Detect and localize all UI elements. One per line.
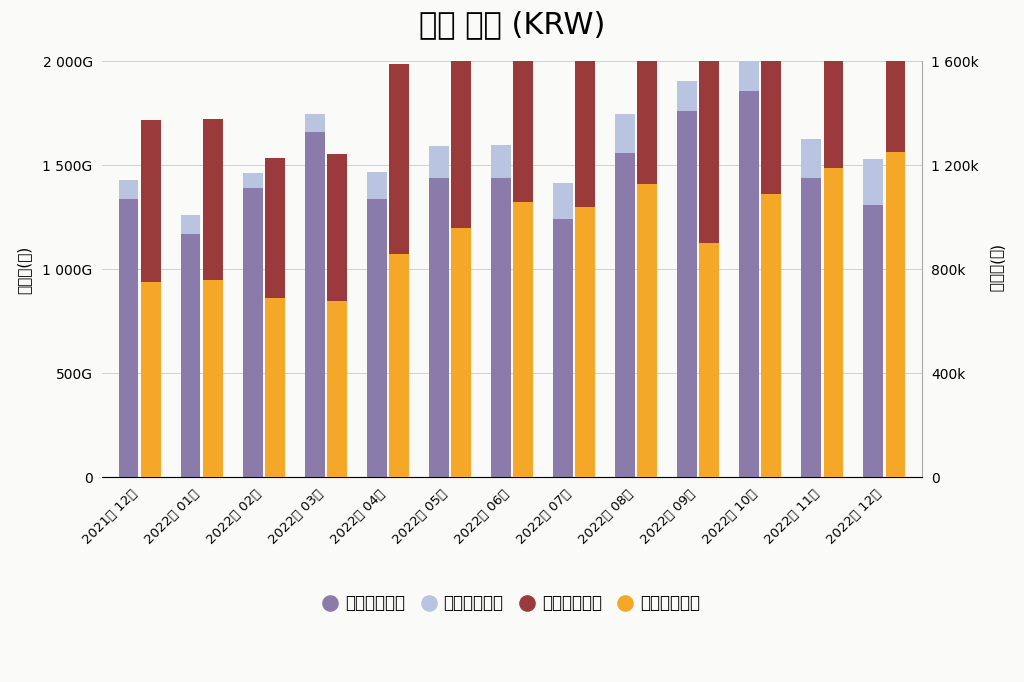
Bar (823, 168, 844, 477)
Bar (801, 178, 821, 477)
Bar (637, 0, 657, 183)
Bar (265, 298, 285, 477)
Bar (305, 115, 325, 132)
Bar (886, 152, 905, 477)
Bar (367, 172, 387, 198)
Bar (243, 173, 262, 188)
Bar (452, 228, 471, 477)
Bar (243, 188, 262, 477)
Bar (327, 301, 347, 477)
Bar (305, 132, 325, 477)
Bar (762, 0, 781, 194)
Bar (513, 202, 534, 477)
Y-axis label: 매출액(원): 매출액(원) (16, 246, 32, 293)
Bar (615, 153, 635, 477)
Legend: 외국인매출액, 내국인매출액, 외국인인원수, 내국인인원수: 외국인매출액, 내국인매출액, 외국인인원수, 내국인인원수 (317, 587, 707, 619)
Bar (389, 64, 409, 254)
Bar (265, 158, 285, 298)
Bar (490, 145, 511, 178)
Bar (203, 119, 223, 280)
Bar (801, 139, 821, 178)
Bar (575, 0, 595, 207)
Bar (699, 243, 719, 477)
Bar (739, 52, 759, 91)
Y-axis label: (명)인원수: (명)인원수 (989, 246, 1005, 293)
Bar (203, 280, 223, 477)
Bar (553, 220, 572, 477)
Bar (575, 207, 595, 477)
Bar (367, 198, 387, 477)
Bar (553, 183, 572, 220)
Bar (452, 10, 471, 228)
Bar (327, 153, 347, 301)
Bar (429, 146, 449, 178)
Bar (863, 159, 883, 205)
Bar (180, 234, 201, 477)
Bar (637, 183, 657, 477)
Bar (677, 81, 697, 111)
Bar (389, 254, 409, 477)
Bar (141, 120, 161, 282)
Bar (119, 198, 138, 477)
Bar (615, 115, 635, 153)
Bar (141, 282, 161, 477)
Bar (886, 0, 905, 152)
Bar (429, 178, 449, 477)
Bar (677, 111, 697, 477)
Bar (739, 91, 759, 477)
Bar (490, 178, 511, 477)
Bar (823, 0, 844, 168)
Bar (119, 180, 138, 198)
Bar (513, 0, 534, 202)
Bar (863, 205, 883, 477)
Bar (762, 194, 781, 477)
Bar (180, 216, 201, 234)
Title: 총괄 현황 (KRW): 총괄 현황 (KRW) (419, 11, 605, 40)
Bar (699, 0, 719, 243)
